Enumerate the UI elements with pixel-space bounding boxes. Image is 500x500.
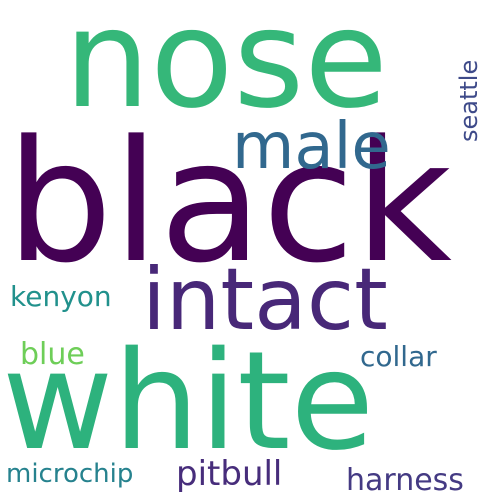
word-collar: collar — [360, 340, 437, 373]
word-pitbull: pitbull — [176, 454, 283, 494]
word-male: male — [232, 110, 391, 184]
word-white: white — [2, 323, 375, 481]
word-intact: intact — [142, 250, 388, 350]
word-seattle: seattle — [455, 59, 483, 142]
word-nose: nose — [64, 0, 388, 139]
word-microchip: microchip — [6, 459, 134, 489]
word-kenyon: kenyon — [10, 280, 112, 313]
word-black: black — [6, 104, 452, 300]
word-harness: harness — [346, 463, 464, 498]
word-blue: blue — [20, 337, 85, 372]
